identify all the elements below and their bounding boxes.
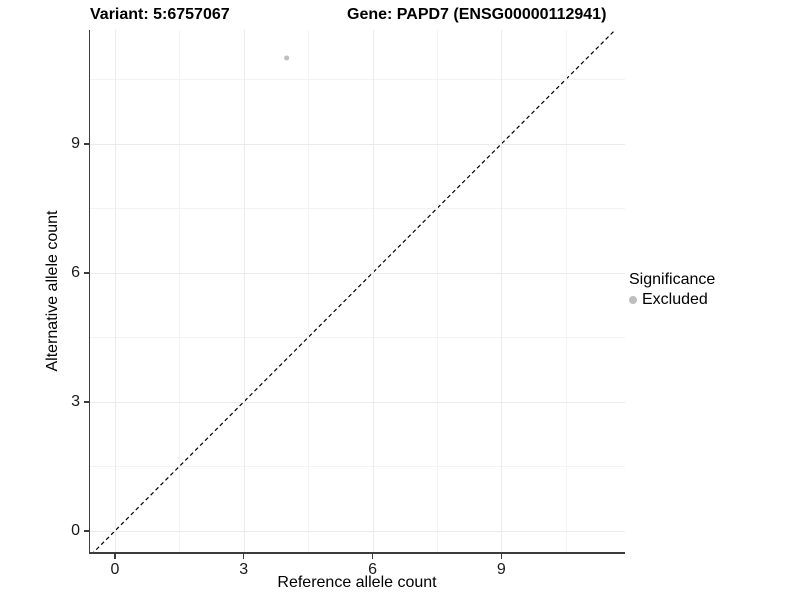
grid-minor-y	[90, 208, 625, 210]
grid-minor-x	[565, 30, 567, 552]
x-tick-mark	[114, 553, 116, 559]
grid-minor-y	[90, 466, 625, 468]
grid-minor-x	[179, 30, 181, 552]
grid-major-y	[90, 530, 625, 532]
identity-line	[93, 30, 616, 552]
y-tick-mark	[83, 530, 89, 532]
legend-item-label: Excluded	[642, 291, 708, 308]
x-tick-label: 3	[239, 561, 249, 578]
legend-point-icon	[629, 296, 637, 304]
y-tick-label: 3	[71, 392, 80, 410]
grid-major-y	[90, 401, 625, 403]
gene-title: Gene: PAPD7 (ENSG00000112941)	[347, 6, 607, 23]
y-tick-mark	[83, 401, 89, 403]
y-tick-label: 0	[71, 521, 80, 539]
x-tick-label: 6	[368, 561, 377, 578]
legend: Significance Excluded	[629, 271, 715, 309]
grid-major-y	[90, 272, 625, 274]
y-tick-label: 6	[71, 263, 80, 281]
y-tick-mark	[83, 143, 89, 145]
plot-panel: 0 3 6 9 0 3 6 9	[71, 30, 625, 578]
legend-title: Significance	[629, 271, 716, 288]
x-tick-label: 0	[110, 561, 120, 578]
y-tick-label: 9	[71, 134, 80, 152]
grid-major-x	[372, 30, 374, 552]
variant-title: Variant: 5:6757067	[90, 6, 230, 23]
x-tick-mark	[371, 553, 374, 559]
grid-minor-y	[90, 337, 625, 339]
data-point	[284, 55, 290, 61]
grid-major-x	[114, 30, 116, 552]
grid-minor-x	[436, 30, 438, 552]
y-axis-title: Alternative allele count	[44, 210, 61, 372]
grid-major-x	[243, 30, 245, 552]
grid-minor-y	[90, 79, 625, 81]
x-axis-line	[88, 552, 625, 554]
x-axis-title: Reference allele count	[277, 574, 437, 591]
grid-minor-x	[308, 30, 310, 552]
y-tick-mark	[83, 272, 89, 274]
x-tick-mark	[500, 553, 503, 559]
legend-item-excluded: Excluded	[629, 291, 715, 309]
x-tick-mark	[242, 553, 245, 559]
grid-major-x	[501, 30, 503, 552]
plot-canvas	[93, 30, 616, 552]
y-axis-line	[88, 30, 90, 554]
points-layer	[284, 55, 290, 61]
x-tick-label: 9	[496, 561, 506, 578]
grid-major-y	[90, 143, 625, 145]
